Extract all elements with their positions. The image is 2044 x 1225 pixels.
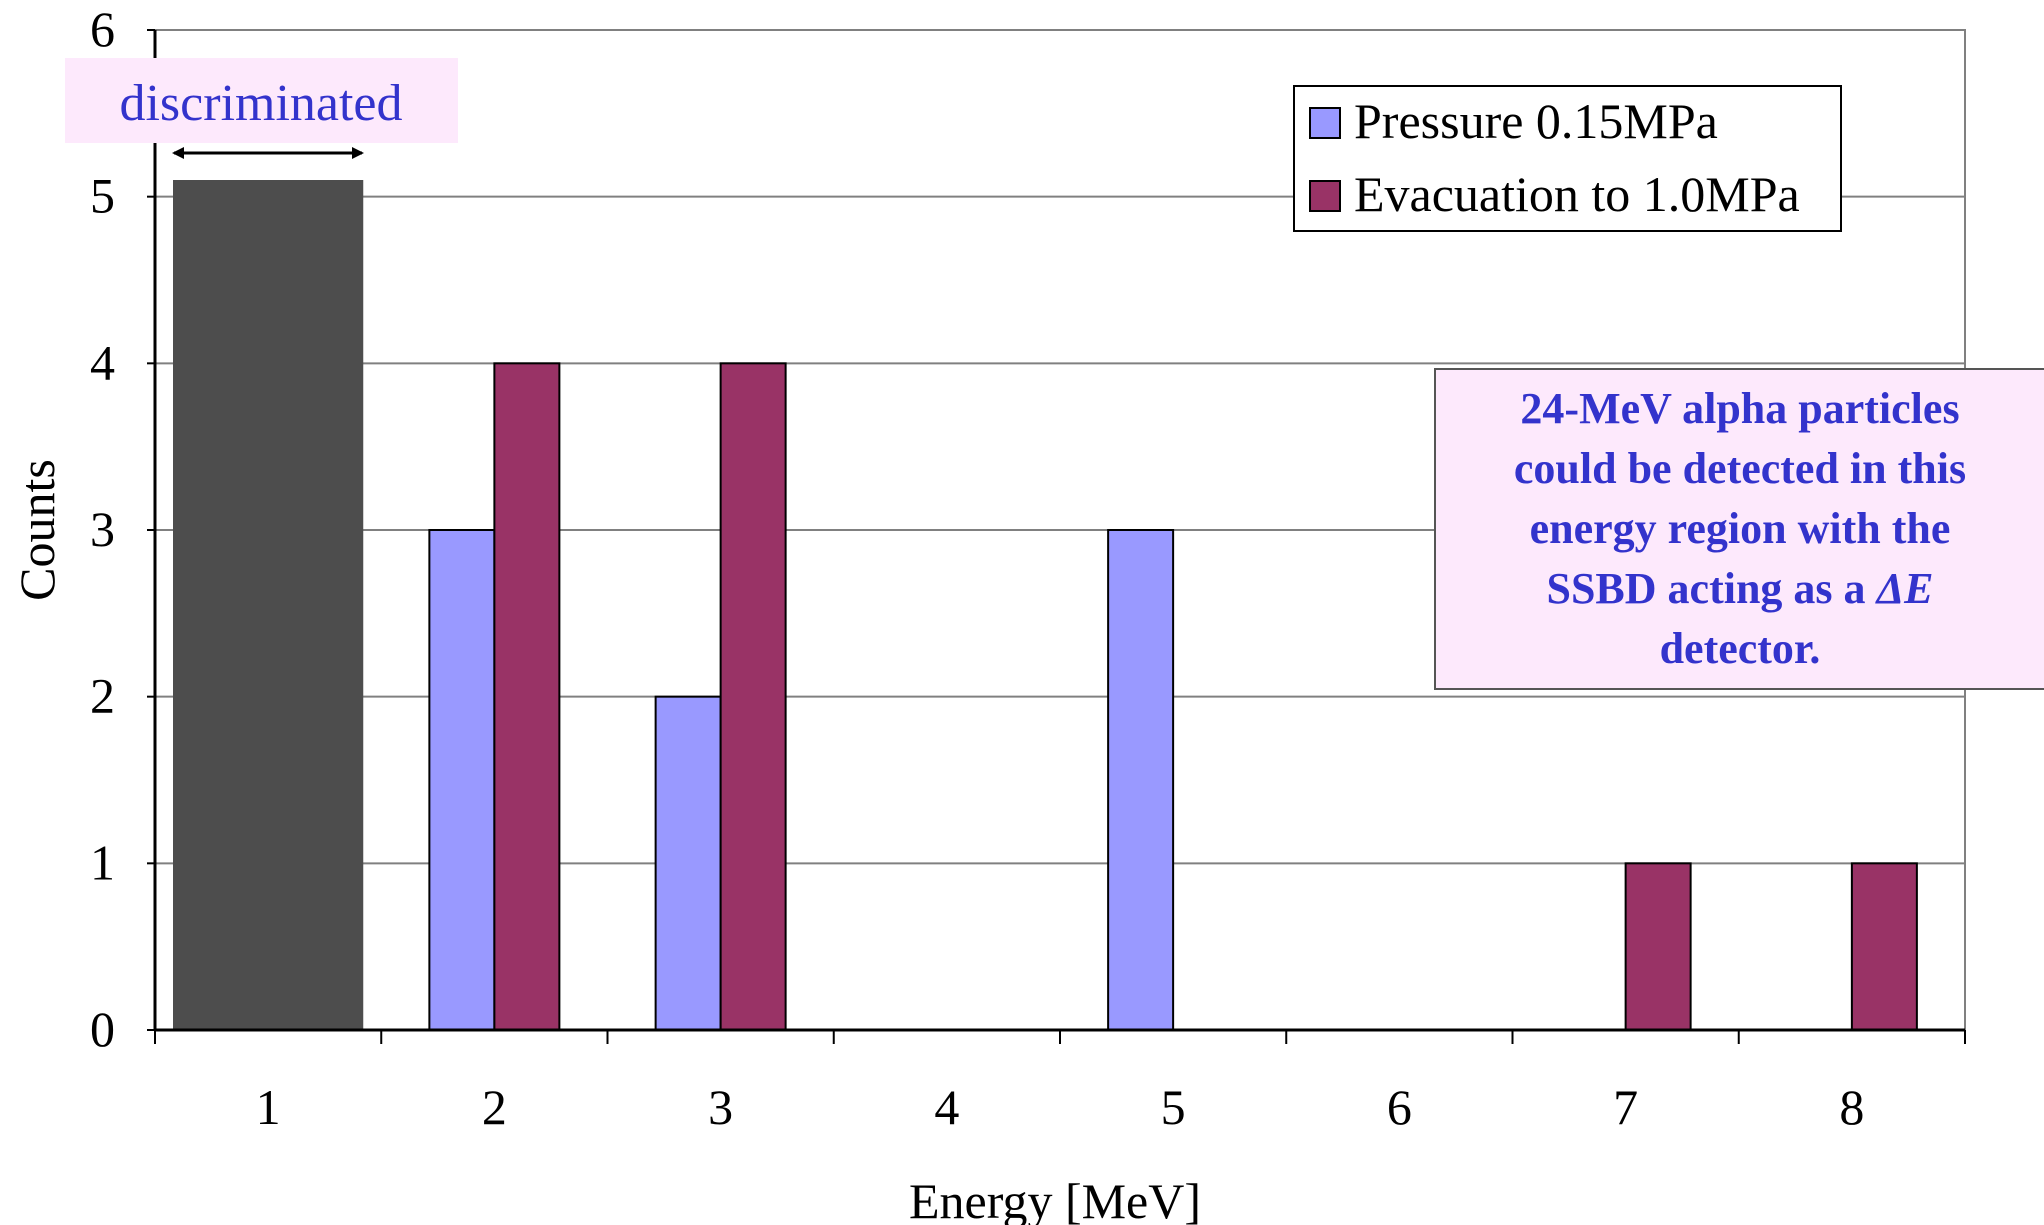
x-tick-label-5: 5	[1161, 1079, 1186, 1135]
annotation-line-4-text: SSBD acting as a	[1546, 564, 1877, 613]
bar-series1-cat-3	[654, 695, 722, 1032]
discriminated-marker: discriminated	[65, 58, 458, 159]
tick-labels: 0 1 2 3 4 5 6 1 2 3 4 5 6 7 8	[90, 1, 1864, 1135]
bar-series2-cat-3	[719, 362, 787, 1032]
x-tick-label-1: 1	[256, 1079, 281, 1135]
annotation-line-4: SSBD acting as a ΔE	[1546, 559, 1933, 619]
x-tick-label-4: 4	[934, 1079, 959, 1135]
bar-series2-cat-8	[1850, 862, 1918, 1031]
annotation-line-3: energy region with the	[1529, 504, 1951, 553]
legend-label-2: Evacuation to 1.0MPa	[1354, 166, 1800, 222]
y-tick-label-4: 4	[90, 334, 115, 390]
x-tick-label-6: 6	[1387, 1079, 1412, 1135]
bar-series1-cat-5	[1107, 529, 1175, 1031]
y-tick-label-2: 2	[90, 668, 115, 724]
y-tick-label-6: 6	[90, 1, 115, 57]
bar-series2-cat-2	[493, 362, 561, 1032]
y-tick-label-3: 3	[90, 501, 115, 557]
legend-swatch-1	[1309, 107, 1341, 139]
x-tick-label-8: 8	[1839, 1079, 1864, 1135]
legend-box	[1293, 85, 1842, 232]
bars	[173, 180, 1918, 1032]
bar-series2-cat-7	[1624, 862, 1692, 1031]
annotation-line-2: could be detected in this	[1513, 444, 1967, 493]
x-tick-label-7: 7	[1613, 1079, 1638, 1135]
discriminated-label: discriminated	[119, 75, 402, 132]
delta-e-symbol: ΔE	[1876, 564, 1934, 613]
legend: Pressure 0.15MPa Evacuation to 1.0MPa	[1293, 85, 1842, 232]
x-tick-label-3: 3	[708, 1079, 733, 1135]
annotation-note: 24-MeV alpha particles could be detected…	[1434, 368, 2044, 690]
annotation-line-1: 24-MeV alpha particles	[1520, 384, 1960, 433]
x-tick-label-2: 2	[482, 1079, 507, 1135]
legend-label-1: Pressure 0.15MPa	[1354, 93, 1718, 149]
bar-series1-cat-2	[428, 529, 496, 1031]
y-tick-label-1: 1	[90, 834, 115, 890]
annotation-line-5: detector.	[1659, 624, 1821, 673]
legend-swatch-2	[1309, 180, 1341, 212]
x-axis-title: Energy [MeV]	[909, 1173, 1201, 1225]
y-tick-label-5: 5	[90, 168, 115, 224]
discriminated-label-bg	[65, 58, 458, 143]
discriminated-block	[173, 180, 364, 1030]
y-axis-title: Counts	[9, 459, 65, 601]
y-tick-label-0: 0	[90, 1001, 115, 1057]
axes	[147, 29, 1966, 1044]
